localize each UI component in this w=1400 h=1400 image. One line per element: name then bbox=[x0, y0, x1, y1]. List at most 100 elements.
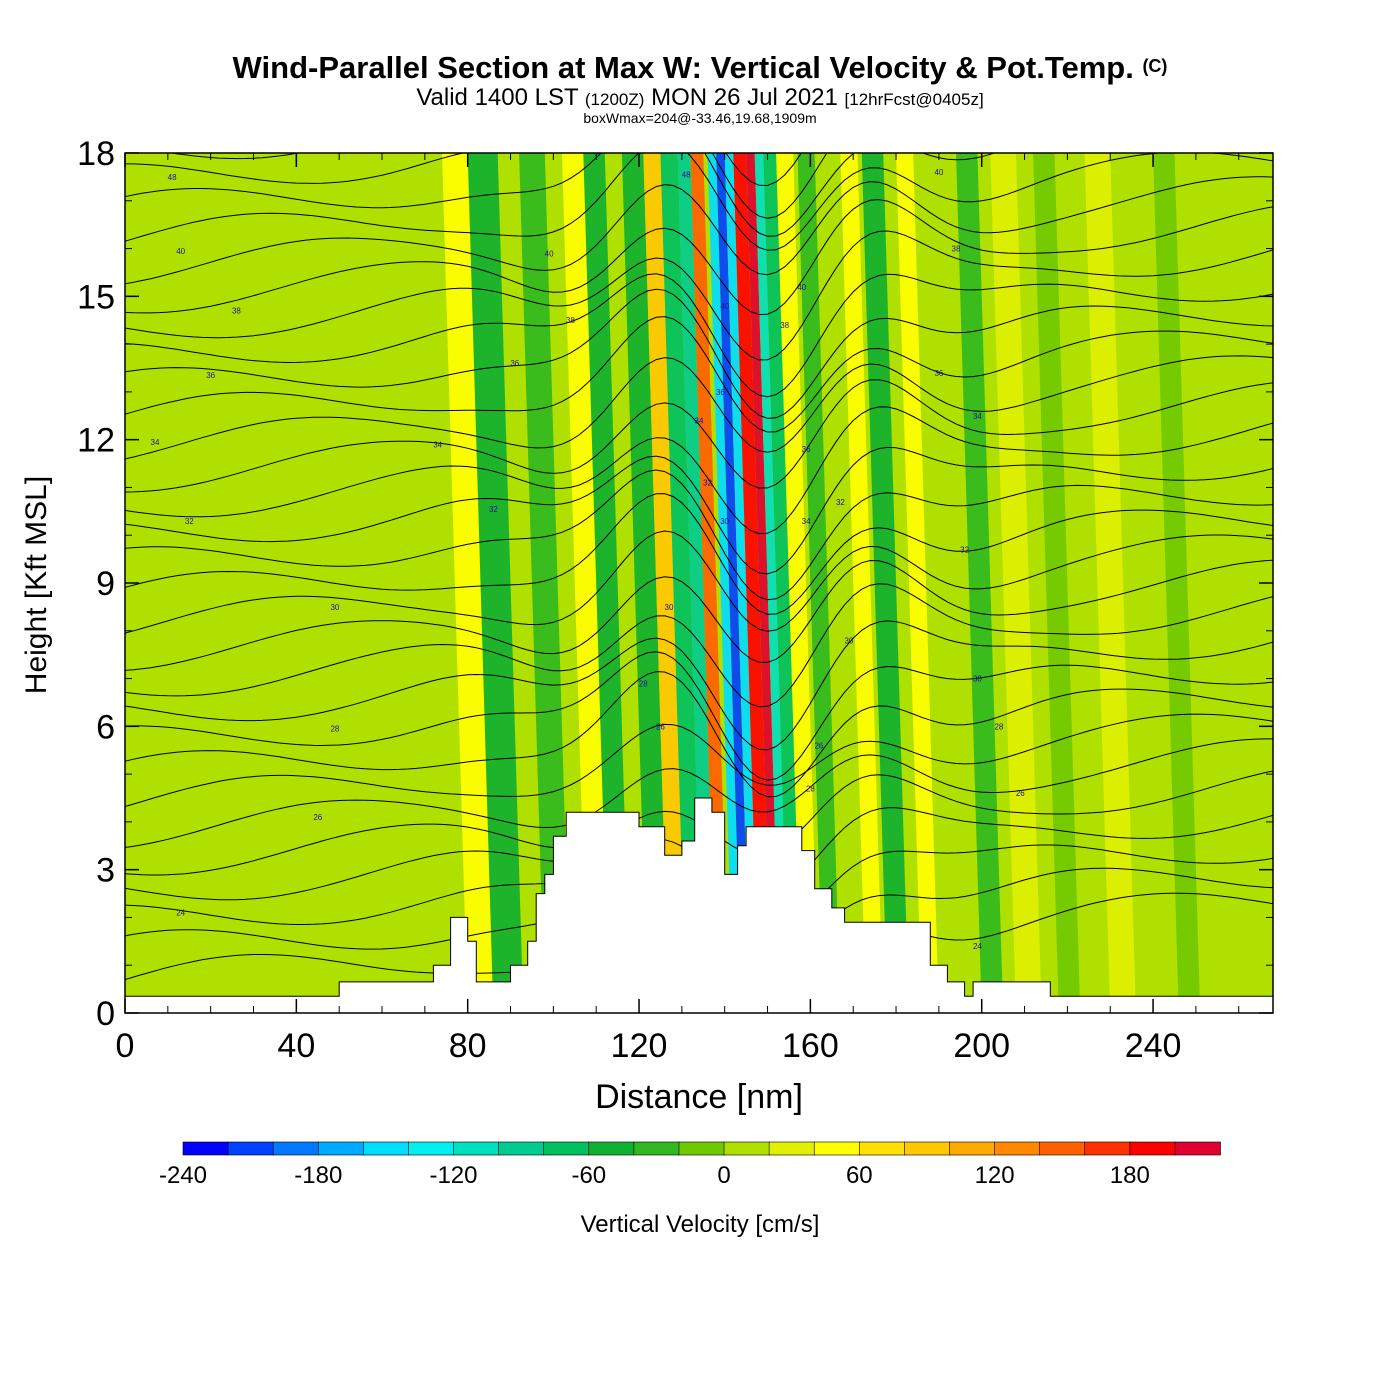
terrain-polygon bbox=[125, 797, 1273, 1013]
colorbar-swatch-18 bbox=[994, 1141, 1041, 1156]
theta-label-1: 40 bbox=[176, 247, 185, 256]
colorbar-tick-label-5: 60 bbox=[846, 1162, 873, 1189]
theta-label-33: 38 bbox=[952, 245, 961, 254]
theta-contour-27 bbox=[125, 153, 828, 219]
theta-contour-29 bbox=[125, 21, 1273, 142]
velocity-band-14 bbox=[746, 153, 781, 1013]
velocity-band-4 bbox=[583, 153, 631, 1013]
theta-label-0: 48 bbox=[168, 173, 177, 182]
velocity-band-18 bbox=[797, 153, 841, 1013]
theta-label-36: 32 bbox=[960, 546, 969, 555]
theta-label-14: 38 bbox=[566, 316, 575, 325]
colorbar-swatch-22 bbox=[1174, 1141, 1221, 1156]
theta-label-6: 30 bbox=[330, 603, 339, 612]
colorbar-swatch-15 bbox=[858, 1141, 906, 1156]
colorbar-swatch-2 bbox=[272, 1141, 320, 1156]
velocity-band-1 bbox=[467, 153, 524, 1013]
theta-contour-14 bbox=[125, 469, 1273, 601]
theta-contours bbox=[125, 21, 1273, 981]
velocity-band-9 bbox=[690, 153, 729, 1013]
x-tick-label-1: 40 bbox=[277, 1027, 315, 1065]
theta-contour-9 bbox=[125, 620, 1273, 751]
theta-contour-8 bbox=[125, 651, 1273, 781]
velocity-band-2 bbox=[519, 153, 571, 1013]
valid-date: MON 26 Jul 2021 bbox=[651, 84, 838, 111]
theta-contour-19 bbox=[125, 316, 1273, 433]
theta-contour-13 bbox=[125, 493, 1273, 615]
theta-contour-15 bbox=[125, 446, 1273, 575]
theta-contour-6 bbox=[125, 713, 1273, 807]
velocity-band-6 bbox=[643, 153, 687, 1013]
velocity-band-16 bbox=[763, 153, 802, 1013]
velocity-band-3 bbox=[561, 153, 610, 1013]
colorbar-tick-label-3: -60 bbox=[571, 1162, 606, 1189]
theta-label-20: 32 bbox=[703, 479, 712, 488]
colorbar-swatch-16 bbox=[904, 1141, 951, 1156]
theta-label-21: 36 bbox=[716, 388, 725, 397]
colorbar-swatch-8 bbox=[543, 1141, 590, 1156]
theta-contour-labels: 48 40 38 36 34 32 30 28 26 24 34 32 36 40 38 28 26 30 48 34… bbox=[151, 168, 1026, 951]
theta-label-23: 30 bbox=[720, 517, 729, 526]
terrain-mask bbox=[125, 797, 1273, 1013]
y-axis-label: Height [Kft MSL] bbox=[20, 476, 53, 694]
velocity-band-26 bbox=[1153, 153, 1201, 1013]
colorbar-tick-label-6: 120 bbox=[975, 1162, 1015, 1189]
colorbar: -240 -180 -120 -60 0 60 120 180 bbox=[159, 1141, 1221, 1189]
x-tick-label-4: 160 bbox=[782, 1027, 839, 1065]
colorbar-swatch-6 bbox=[453, 1141, 500, 1156]
velocity-band-11 bbox=[716, 153, 751, 1013]
velocity-band-5 bbox=[621, 153, 670, 1013]
theta-label-8: 26 bbox=[313, 813, 322, 822]
colorbar-swatch-10 bbox=[633, 1141, 680, 1156]
chart-title-text: Wind-Parallel Section at Max W: Vertical… bbox=[232, 50, 1134, 85]
theta-contour-23 bbox=[125, 199, 1273, 316]
colorbar-tick-label-7: 180 bbox=[1110, 1162, 1150, 1189]
theta-contour-16 bbox=[125, 406, 1273, 535]
box-info: boxWmax=204@-33.46,19.68,1909m bbox=[583, 110, 817, 126]
theta-label-22: 40 bbox=[720, 302, 729, 311]
theta-label-18: 48 bbox=[682, 171, 691, 180]
theta-label-27: 34 bbox=[802, 517, 811, 526]
theta-label-37: 30 bbox=[973, 675, 982, 684]
theta-label-31: 30 bbox=[844, 636, 853, 645]
theta-contour-22 bbox=[125, 230, 1273, 361]
colorbar-swatch-11 bbox=[678, 1141, 725, 1156]
colorbar-swatch-17 bbox=[949, 1141, 996, 1156]
theta-label-29: 28 bbox=[806, 784, 815, 793]
theta-contour-18 bbox=[125, 355, 1273, 460]
theta-label-3: 36 bbox=[206, 371, 215, 380]
theta-label-5: 32 bbox=[185, 517, 194, 526]
theta-label-24: 38 bbox=[780, 321, 789, 330]
velocity-band-10 bbox=[707, 153, 742, 1013]
theta-contour-20 bbox=[125, 288, 1273, 419]
colorbar-swatch-14 bbox=[813, 1141, 861, 1156]
theta-label-39: 26 bbox=[1016, 789, 1025, 798]
valid-time-line: Valid 1400 LST (1200Z) MON 26 Jul 2021 [… bbox=[0, 84, 1400, 112]
velocity-band-17 bbox=[776, 153, 819, 1013]
x-tick-label-3: 120 bbox=[611, 1027, 668, 1065]
theta-label-35: 34 bbox=[973, 412, 982, 421]
theta-label-4: 34 bbox=[151, 438, 160, 447]
theta-contour-21 bbox=[125, 273, 1273, 398]
theta-label-32: 40 bbox=[934, 168, 943, 177]
velocity-band-19 bbox=[840, 153, 884, 1013]
colorbar-swatch-13 bbox=[768, 1141, 816, 1156]
velocity-band-13 bbox=[733, 153, 772, 1013]
velocity-band-0 bbox=[441, 153, 494, 1013]
theta-label-17: 30 bbox=[665, 603, 674, 612]
colorbar-swatch-5 bbox=[408, 1141, 455, 1156]
colorbar-tick-label-0: -240 bbox=[159, 1162, 207, 1189]
y-tick-label-0: 0 bbox=[96, 995, 115, 1033]
theta-label-9: 24 bbox=[176, 909, 185, 918]
velocity-band-12 bbox=[724, 153, 759, 1013]
y-tick-label-1: 3 bbox=[96, 852, 115, 890]
y-tick-label-5: 15 bbox=[77, 278, 115, 316]
theta-label-40: 24 bbox=[973, 942, 982, 951]
theta-label-19: 34 bbox=[695, 417, 704, 426]
colorbar-swatch-12 bbox=[723, 1141, 770, 1156]
y-tick-label-2: 6 bbox=[96, 708, 115, 746]
theta-contour-26 bbox=[125, 153, 997, 237]
theta-label-11: 32 bbox=[489, 505, 498, 514]
colorbar-swatch-19 bbox=[1039, 1141, 1086, 1156]
